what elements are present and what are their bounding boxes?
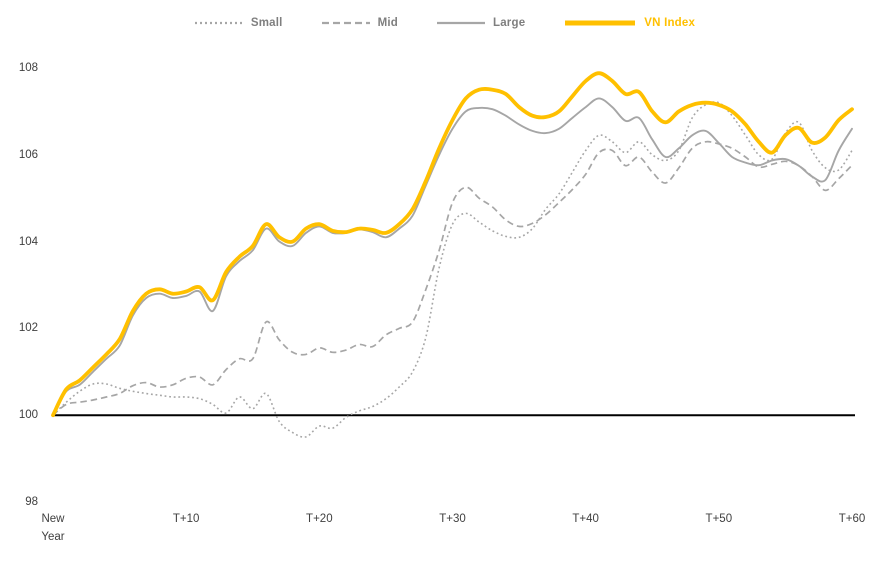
- series-line-vn-index: [51, 71, 854, 418]
- series-line-large: [52, 97, 853, 417]
- vn-index-line-sample-icon: [565, 20, 636, 26]
- small-line-sample-icon: [194, 21, 243, 25]
- mid-line-sample-icon: [321, 21, 370, 25]
- series-line-small: [52, 101, 853, 438]
- large-line-sample-icon: [436, 21, 485, 25]
- x-axis-tick-label: T+20: [306, 513, 333, 525]
- y-axis-tick-label: 100: [18, 409, 38, 422]
- y-axis-tick-label: 106: [18, 148, 38, 161]
- x-axis-tick-label: T+40: [572, 513, 599, 525]
- series-line-mid: [52, 140, 853, 416]
- x-axis-tick-label: T+10: [172, 513, 200, 525]
- legend-item-mid: Mid: [321, 17, 398, 29]
- x-axis-tick-label: New Year: [41, 513, 65, 543]
- legend-item-large: Large: [436, 17, 525, 29]
- x-axis-tick-label: T+50: [705, 513, 733, 525]
- legend-label-mid: Mid: [377, 17, 398, 29]
- x-axis-tick-label: T+30: [439, 513, 466, 525]
- y-axis-tick-label: 104: [18, 235, 38, 248]
- y-axis-tick-label: 102: [18, 322, 38, 335]
- legend-label-small: Small: [250, 17, 283, 29]
- legend-item-vn-index: VN Index: [563, 17, 695, 29]
- legend-label-vn-index: VN Index: [644, 17, 696, 29]
- y-axis-tick-label: 108: [18, 62, 38, 74]
- y-axis-tick-label: 98: [25, 496, 38, 508]
- chart-legend: Small Mid Large VN Index: [0, 17, 889, 29]
- legend-item-small: Small: [194, 17, 283, 29]
- legend-label-large: Large: [492, 17, 526, 29]
- x-axis-tick-label: T+60: [838, 513, 866, 525]
